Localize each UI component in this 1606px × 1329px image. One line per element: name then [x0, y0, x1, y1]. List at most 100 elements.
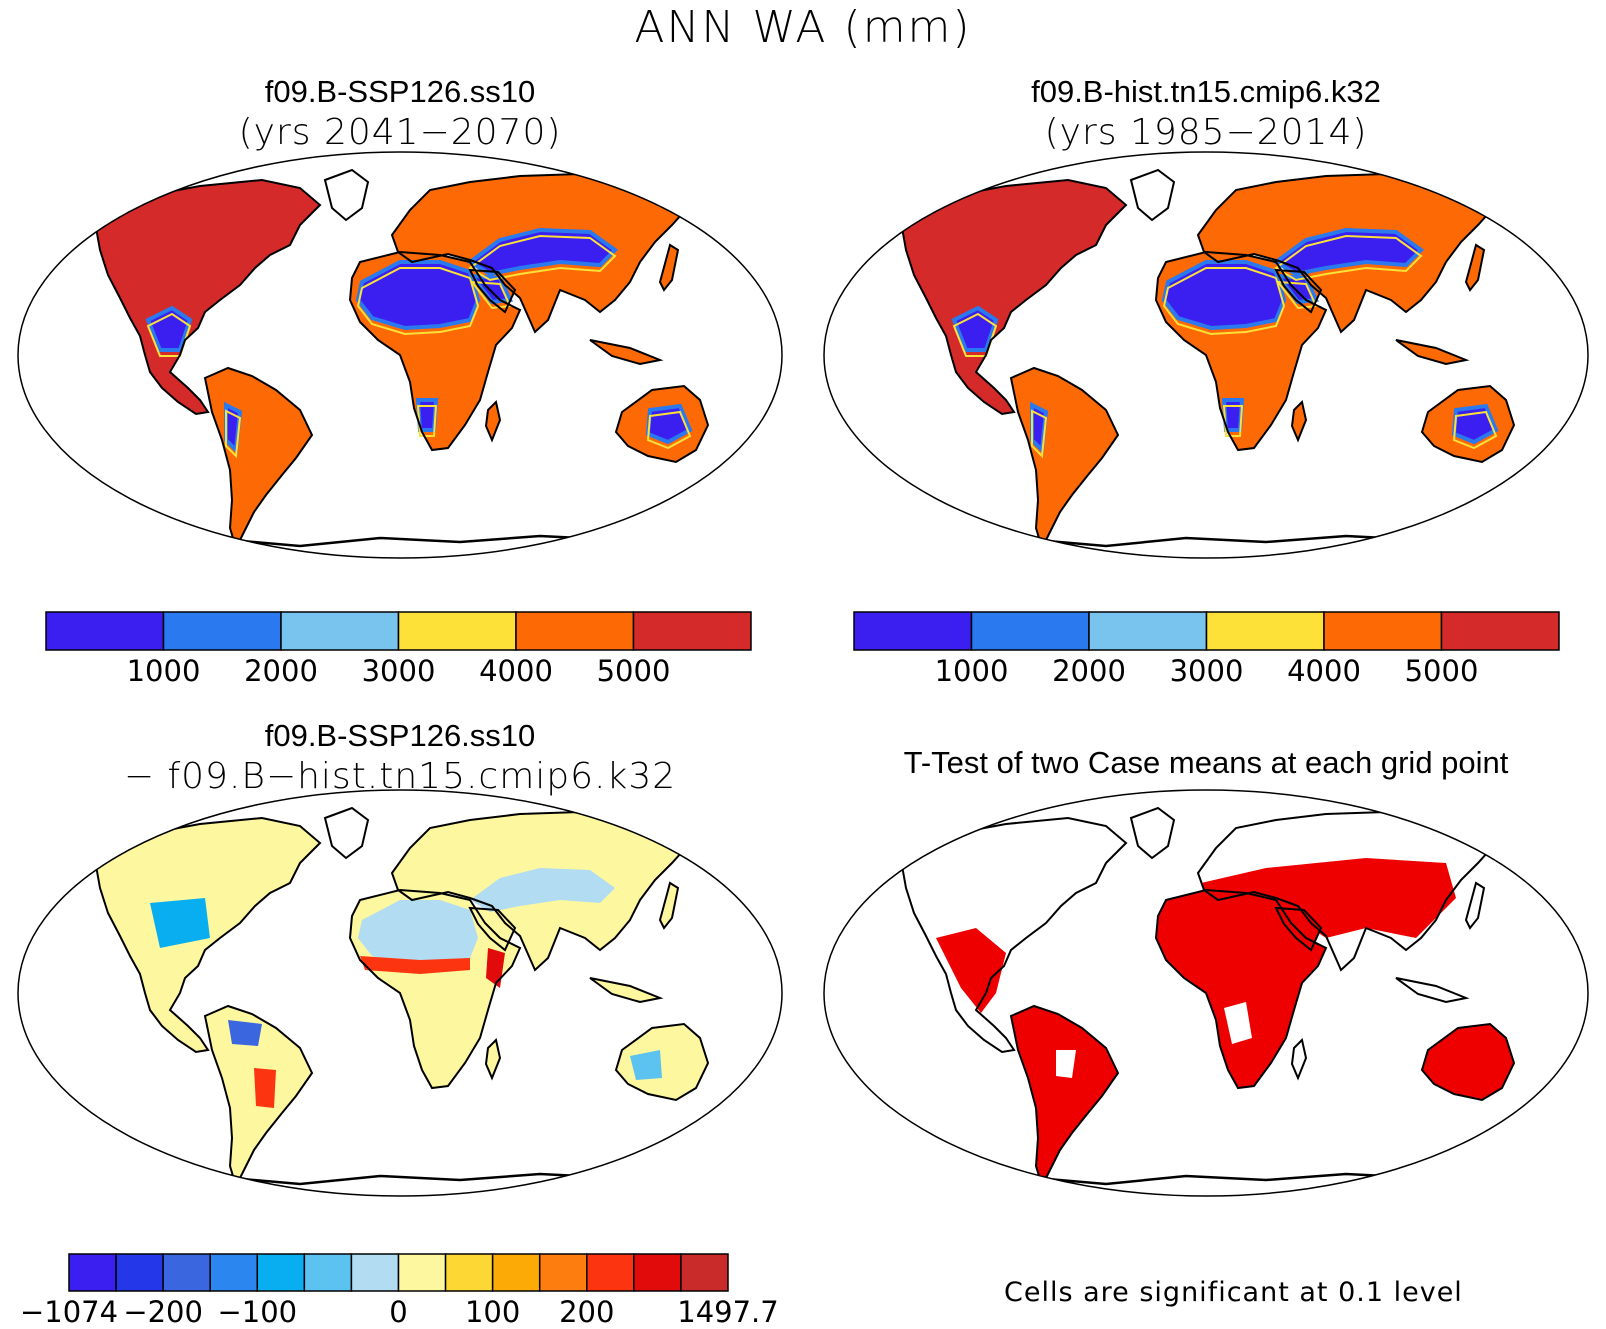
colorbar-swatch	[397, 611, 517, 651]
colorbar-tick-label: 1000	[126, 654, 201, 688]
colorbar-swatch	[397, 1253, 447, 1292]
colorbar-swatch	[444, 1253, 494, 1292]
dry-region-centralAsia	[1272, 227, 1425, 277]
colorbar-swatch	[303, 1253, 353, 1292]
colorbar-swatch	[970, 611, 1090, 651]
colorbar-swatch	[115, 1253, 164, 1292]
diff-sahara	[358, 900, 478, 966]
diff-north-america	[150, 898, 210, 948]
coastline-africa	[348, 250, 522, 452]
sig-gap-brazil	[1056, 1050, 1076, 1078]
map-border	[17, 789, 783, 1197]
sig-southAmerica	[1011, 1006, 1118, 1186]
coastline-eurasia	[390, 810, 692, 972]
coastline-australia	[614, 1022, 710, 1102]
land-japan	[1466, 883, 1484, 928]
colorbar-tick-label: −1074	[19, 1295, 119, 1329]
land-northAmerica	[901, 180, 1126, 414]
colorbar-swatch	[45, 611, 165, 651]
coastline-northAmerica	[93, 178, 322, 416]
coastline-southAmerica	[203, 1004, 314, 1189]
coastline-indonesia	[1395, 339, 1470, 366]
diff-amazon	[228, 1020, 262, 1046]
map-difference	[17, 789, 783, 1197]
colorbar-tick-label: 2000	[244, 654, 318, 688]
colorbar-tick-label: 2000	[1052, 654, 1126, 688]
map-border	[823, 789, 1589, 1197]
land-greenland	[1131, 808, 1174, 858]
map-case1	[17, 151, 783, 559]
coastline-greenland	[1129, 806, 1176, 860]
panel-subtitle-case1: (yrs 2041−2070)	[238, 112, 562, 153]
colorbar-swatch	[1088, 611, 1208, 651]
map-case2	[823, 151, 1589, 559]
colorbar-tick-label: 3000	[1169, 654, 1244, 688]
colorbar-tick-label: 200	[559, 1295, 615, 1329]
sig-africa	[1156, 890, 1326, 1088]
colorbar-swatch	[162, 611, 282, 651]
panel-title-diff: f09.B-SSP126.ss10	[264, 718, 536, 753]
colorbar-tick-label: 1000	[934, 654, 1009, 688]
coastline-southAmerica	[1009, 1004, 1120, 1189]
colorbar-tick-label: 5000	[596, 654, 671, 688]
colorbar-swatch	[633, 1253, 682, 1292]
colorbar-swatch	[680, 1253, 729, 1292]
panel-title-ttest: T-Test of two Case means at each grid po…	[903, 745, 1509, 780]
sig-gap-africa	[1224, 1002, 1252, 1044]
coastline-australia	[614, 384, 710, 464]
land-japan	[660, 245, 678, 290]
coastline-africa	[1154, 250, 1328, 452]
dry-region-sahara	[355, 260, 481, 331]
coastline-greenland	[1129, 168, 1176, 222]
diff-sahel-band	[360, 956, 470, 974]
coastline-eurasia	[1196, 810, 1498, 972]
dry-region-centralAsia	[466, 227, 619, 277]
land-indonesia	[1396, 340, 1466, 364]
panel-subtitle-case2: (yrs 1985−2014)	[1044, 112, 1368, 153]
dry-margin-centralAsia	[1274, 234, 1423, 282]
colorbar-tick-label: 100	[464, 1295, 521, 1329]
colorbar-tick-label: −100	[217, 1295, 298, 1329]
coastline-madagascar	[1290, 1038, 1308, 1081]
colorbar-tick-label: −200	[123, 1295, 203, 1329]
land-northAmerica	[95, 180, 320, 414]
figure-title: ANN WA (mm)	[634, 2, 972, 53]
coastline-japan	[1464, 881, 1486, 930]
coastline-greenland	[323, 168, 370, 222]
land-indonesia	[1396, 978, 1466, 1002]
colorbar-swatch	[538, 1253, 588, 1292]
colorbar-swatch	[586, 1253, 635, 1292]
coastline-northAmerica	[899, 178, 1128, 416]
coastline-australia	[1420, 1022, 1516, 1102]
map-border	[17, 151, 783, 559]
colorbar-swatch	[632, 611, 752, 651]
dry-margin-ausInterior	[1452, 410, 1498, 450]
dry-margin-andes	[225, 409, 242, 459]
coastline-japan	[658, 881, 680, 930]
colorbar-case2	[853, 611, 1560, 651]
coastline-eurasia	[1196, 172, 1498, 334]
dry-margin-sahara	[356, 267, 480, 336]
dry-margin-centralAsia	[468, 234, 617, 282]
coastline-northAmerica	[93, 816, 322, 1054]
panel-title-case2: f09.B-hist.tn15.cmip6.k32	[1031, 74, 1381, 109]
coastline-arabia	[1274, 268, 1323, 314]
colorbar-tick-label: 4000	[479, 654, 553, 688]
land-greenland	[325, 808, 368, 858]
land-madagascar	[486, 1040, 500, 1078]
colorbar-tick-label: 1497.7	[677, 1295, 779, 1329]
colorbar-tick-label: 3000	[361, 654, 436, 688]
colorbar-swatch	[209, 1253, 259, 1292]
coastline-japan	[1464, 243, 1486, 292]
coastline-australia	[1420, 384, 1516, 464]
dry-margin-ausInterior	[646, 410, 692, 450]
colorbar-tick-label: 0	[389, 1295, 408, 1329]
land-australia	[616, 1024, 708, 1100]
colorbar-difference	[68, 1253, 729, 1292]
significance-note: Cells are significant at 0.1 level	[1004, 1277, 1463, 1308]
coastline-arabia	[468, 906, 517, 952]
colorbar-swatch	[256, 1253, 306, 1292]
coastline-arabia	[1274, 906, 1323, 952]
colorbar-swatch	[491, 1253, 541, 1292]
dry-region-sahara	[1161, 260, 1287, 331]
